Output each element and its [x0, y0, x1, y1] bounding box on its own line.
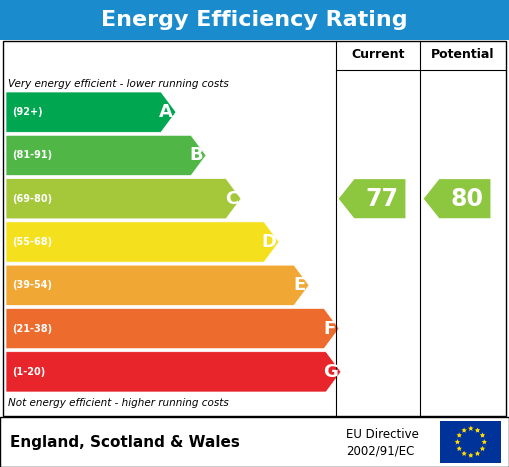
Polygon shape	[461, 427, 467, 433]
Polygon shape	[468, 425, 473, 431]
Text: C: C	[225, 190, 238, 208]
Bar	[3, 41, 506, 416]
Polygon shape	[475, 427, 480, 433]
Polygon shape	[482, 439, 487, 445]
Text: Not energy efficient - higher running costs: Not energy efficient - higher running co…	[8, 398, 229, 408]
Polygon shape	[461, 451, 467, 456]
Polygon shape	[6, 92, 176, 132]
Text: 77: 77	[365, 187, 398, 211]
Bar	[440, 421, 501, 463]
Polygon shape	[6, 178, 241, 219]
Text: (81-91): (81-91)	[12, 150, 52, 161]
Text: Current: Current	[351, 49, 405, 62]
Text: E: E	[294, 276, 306, 294]
Text: Energy Efficiency Rating: Energy Efficiency Rating	[101, 10, 408, 30]
Text: (69-80): (69-80)	[12, 194, 52, 204]
Text: 2002/91/EC: 2002/91/EC	[346, 445, 414, 458]
Bar	[0, 0, 509, 40]
Polygon shape	[479, 432, 485, 438]
Polygon shape	[6, 265, 309, 305]
Text: B: B	[189, 147, 203, 164]
Polygon shape	[479, 446, 485, 451]
Polygon shape	[423, 178, 491, 219]
Polygon shape	[6, 352, 341, 392]
Text: (92+): (92+)	[12, 107, 43, 117]
Text: (21-38): (21-38)	[12, 324, 52, 333]
Polygon shape	[475, 451, 480, 456]
Polygon shape	[457, 432, 462, 438]
Text: 80: 80	[450, 187, 483, 211]
Text: (39-54): (39-54)	[12, 280, 52, 290]
Text: F: F	[324, 319, 336, 338]
Text: A: A	[159, 103, 173, 121]
Polygon shape	[6, 222, 279, 262]
Bar	[0, 417, 509, 467]
Text: EU Directive: EU Directive	[346, 428, 419, 441]
Text: (1-20): (1-20)	[12, 367, 45, 377]
Text: England, Scotland & Wales: England, Scotland & Wales	[10, 434, 240, 450]
Polygon shape	[6, 308, 339, 349]
Polygon shape	[457, 446, 462, 451]
Text: Very energy efficient - lower running costs: Very energy efficient - lower running co…	[8, 79, 229, 89]
Text: G: G	[323, 363, 338, 381]
Text: (55-68): (55-68)	[12, 237, 52, 247]
Polygon shape	[338, 178, 406, 219]
Text: D: D	[261, 233, 276, 251]
Text: Potential: Potential	[431, 49, 495, 62]
Polygon shape	[455, 439, 460, 445]
Polygon shape	[6, 135, 206, 176]
Polygon shape	[468, 453, 473, 458]
